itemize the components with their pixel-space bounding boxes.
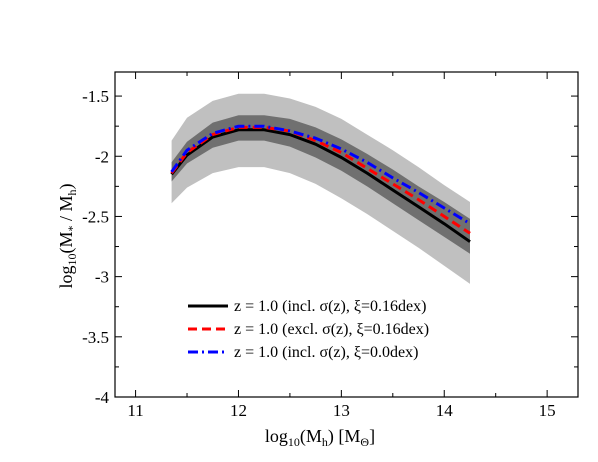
series-line-2 [170,124,471,225]
series-lines [170,124,471,243]
axis-tick-labels: 11 12 13 14 15 -4 -3.5 -3 -2.5 -2 -1.5 [82,87,556,420]
y-tick-label: -3.5 [82,328,109,347]
x-tick-label: 13 [333,401,350,420]
plot-frame [114,71,579,398]
series-line-0 [170,128,471,243]
y-tick-label: -4 [95,388,110,407]
legend-label-1: z = 1.0 (excl. σ(z), ξ=0.16dex) [234,321,429,338]
x-axis-title: log10(Mh) [MΘ] [265,426,375,449]
x-tick-label: 14 [436,401,454,420]
band-0 [171,93,470,284]
scatter-bands [171,93,470,284]
y-axis-title: log10(M* / Mh) [56,183,79,288]
y-tick-label: -3 [95,268,109,287]
axis-ticks [115,72,578,398]
y-tick-label: -1.5 [82,87,109,106]
x-tick-label: 15 [539,401,556,420]
x-tick-label: 11 [127,401,143,420]
legend: z = 1.0 (incl. σ(z), ξ=0.16dex) z = 1.0 (… [188,298,429,361]
legend-label-2: z = 1.0 (incl. σ(z), ξ=0.0dex) [234,344,418,361]
legend-label-0: z = 1.0 (incl. σ(z), ξ=0.16dex) [234,298,426,315]
series-line-1 [170,125,471,235]
x-tick-label: 12 [230,401,247,420]
y-tick-label: -2.5 [82,207,109,226]
y-tick-label: -2 [95,147,109,166]
